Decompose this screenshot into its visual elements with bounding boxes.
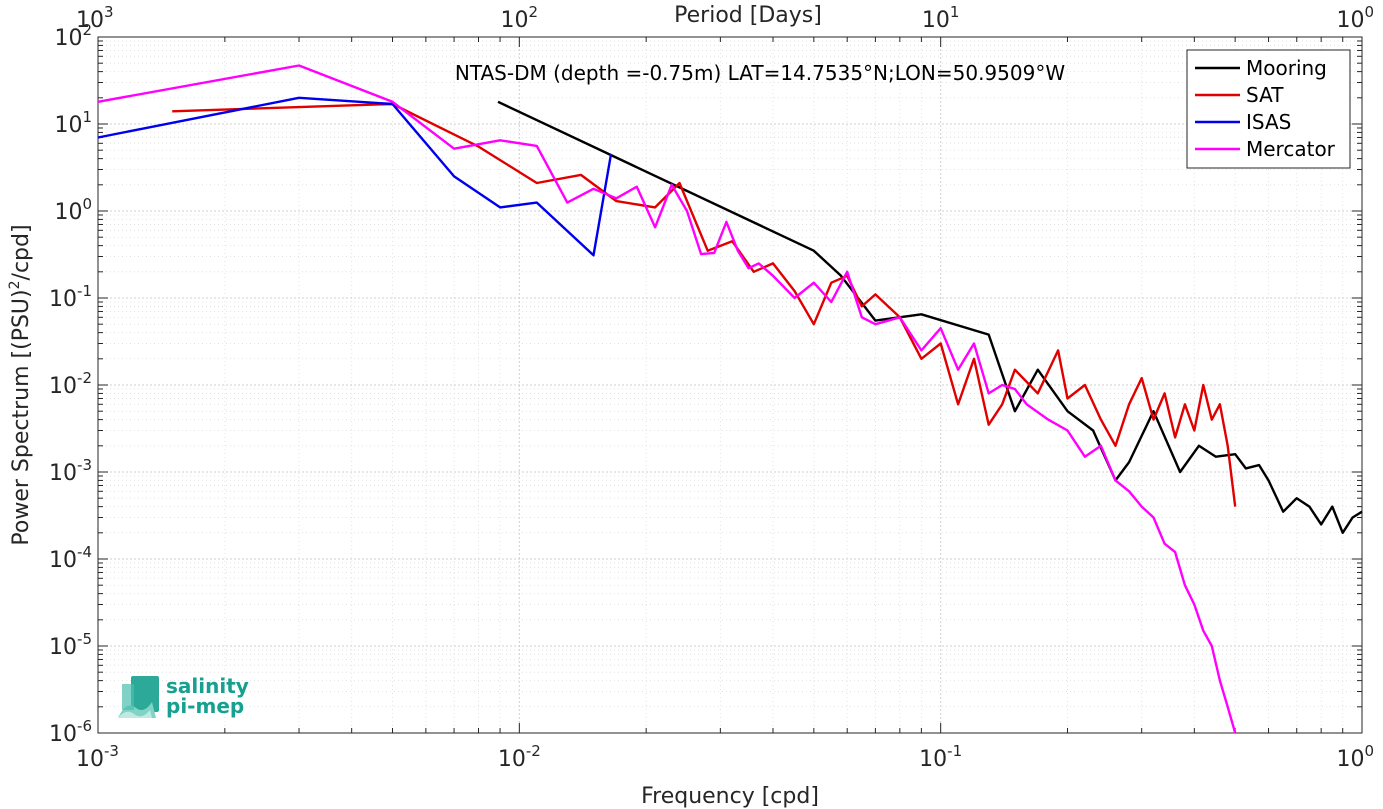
x-tick-label: 10-2 <box>498 742 541 772</box>
legend-label-mooring: Mooring <box>1246 56 1327 80</box>
salinity-pi-mep-logo: salinity pi-mep <box>118 674 249 718</box>
grid <box>97 37 1362 734</box>
top-tick-label: 102 <box>501 3 539 33</box>
logo-text-line2: pi-mep <box>166 694 244 718</box>
x-axis-label: Frequency [cpd] <box>641 784 819 809</box>
y-tick-label: 101 <box>54 108 92 138</box>
y-tick-label: 10-2 <box>49 369 92 399</box>
y-tick-label: 100 <box>54 195 92 225</box>
series-line-mooring <box>497 100 1363 534</box>
x-tick-label: 10-1 <box>919 742 962 772</box>
series-line-sat <box>172 102 1237 507</box>
data-series <box>97 64 1363 734</box>
logo-text-line1: salinity <box>166 674 249 698</box>
x-tick-label: 100 <box>1336 742 1374 772</box>
top-axis-label: Period [Days] <box>674 3 822 28</box>
x-tick-label: 10-3 <box>76 742 119 772</box>
y-tick-label: 10-1 <box>49 282 92 312</box>
top-tick-label: 103 <box>76 3 114 33</box>
y-tick-label: 102 <box>54 21 92 51</box>
top-tick-label: 101 <box>922 3 960 33</box>
legend-label-mercator: Mercator <box>1246 137 1336 161</box>
top-tick-label: 100 <box>1336 3 1374 33</box>
y-tick-label: 10-3 <box>49 456 92 486</box>
legend-label-isas: ISAS <box>1246 110 1291 134</box>
series-line-isas <box>97 96 613 257</box>
legend-label-sat: SAT <box>1246 83 1284 107</box>
y-tick-label: 10-5 <box>49 630 92 660</box>
y-tick-label: 10-4 <box>49 543 92 573</box>
y-axis-label: Power Spectrum [(PSU)2/cpd] <box>7 224 34 545</box>
series-line-mercator <box>97 64 1237 734</box>
y-tick-label: 10-6 <box>49 717 92 747</box>
wave-logo-icon <box>118 676 159 718</box>
legend: Mooring SAT ISAS Mercator <box>1186 49 1351 169</box>
chart-title: NTAS-DM (depth =-0.75m) LAT=14.7535°N;LO… <box>455 61 1065 85</box>
